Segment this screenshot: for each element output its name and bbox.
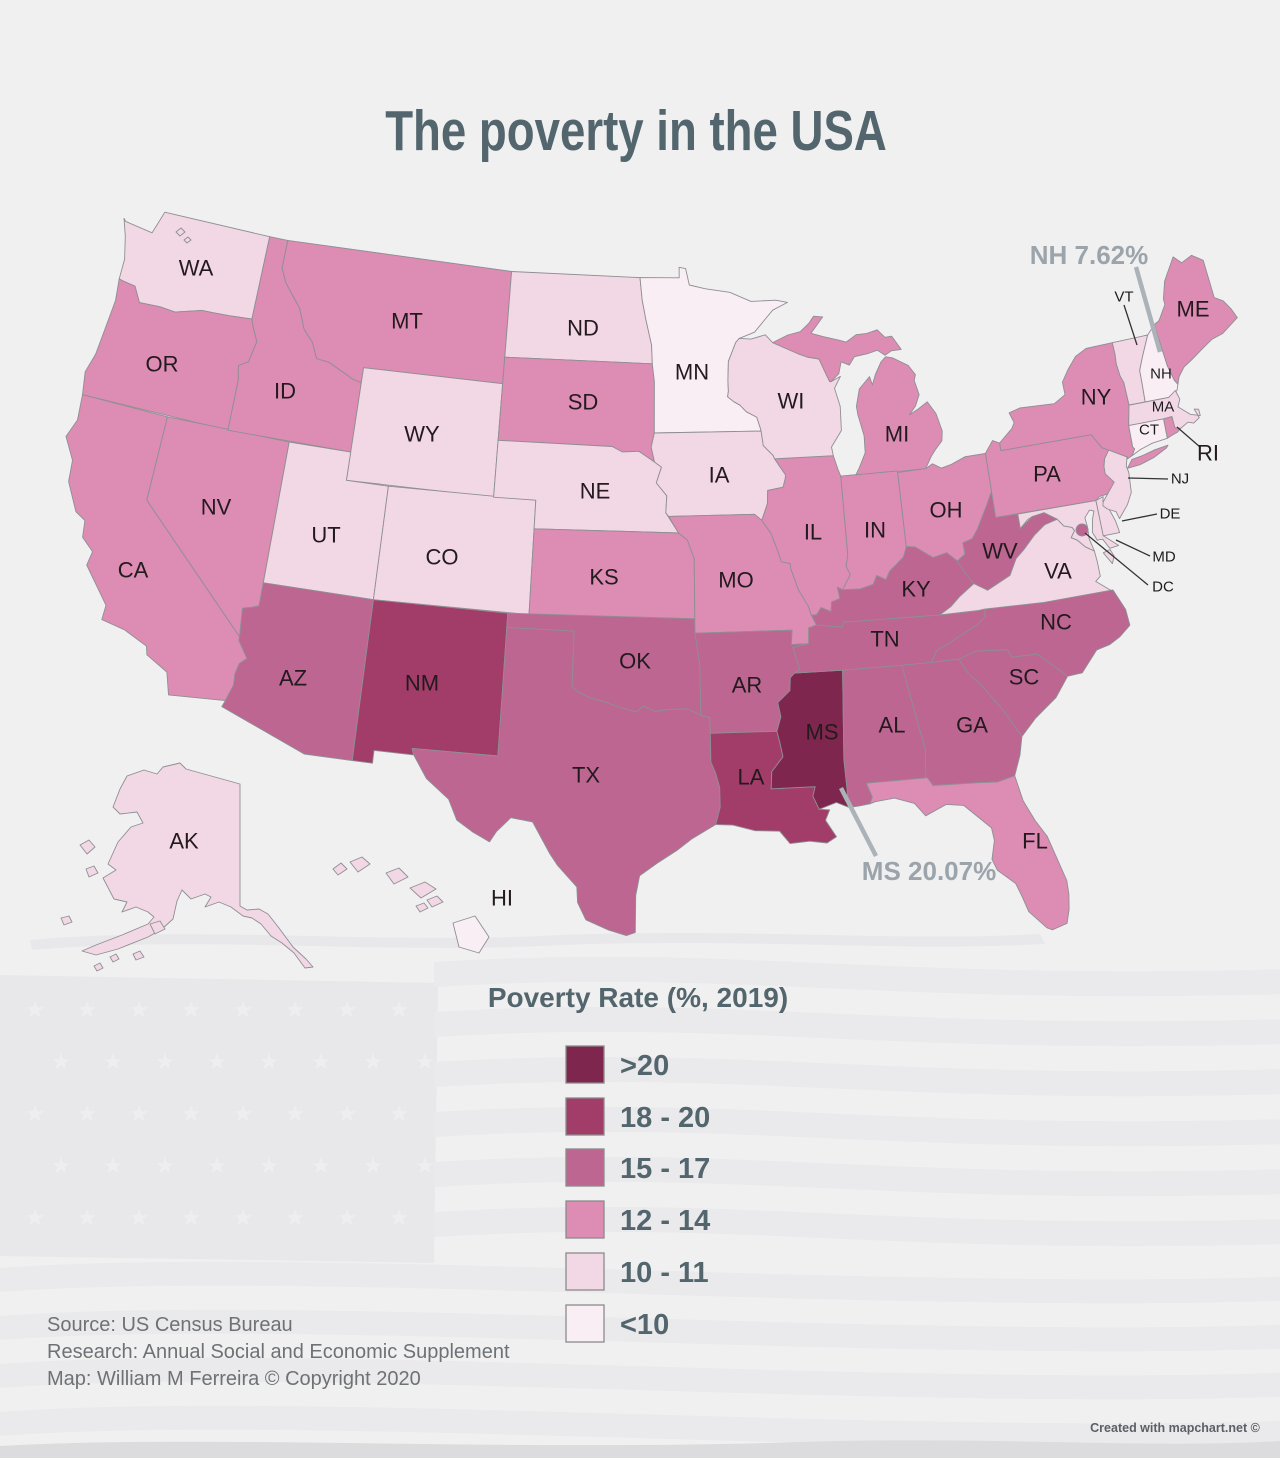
svg-text:FL: FL (1022, 829, 1048, 854)
svg-text:10 - 11: 10 - 11 (620, 1257, 709, 1289)
svg-text:DE: DE (1160, 506, 1181, 523)
svg-text:TN: TN (870, 627, 899, 652)
svg-text:MS 20.07%: MS 20.07% (862, 856, 996, 886)
svg-text:MN: MN (675, 360, 709, 385)
svg-text:ME: ME (1177, 297, 1210, 322)
svg-text:UT: UT (311, 523, 340, 548)
svg-text:<10: <10 (620, 1309, 669, 1341)
svg-text:KY: KY (901, 577, 931, 602)
svg-text:SD: SD (568, 390, 599, 415)
svg-text:OH: OH (930, 498, 963, 523)
svg-text:CT: CT (1139, 422, 1159, 439)
svg-text:VA: VA (1044, 559, 1072, 584)
svg-text:Created with mapchart.net ©: Created with mapchart.net © (1090, 1421, 1260, 1435)
svg-text:SC: SC (1009, 665, 1040, 690)
svg-text:LA: LA (738, 765, 765, 790)
svg-text:CA: CA (118, 558, 149, 583)
svg-text:>20: >20 (620, 1050, 669, 1082)
svg-text:AZ: AZ (279, 666, 307, 691)
svg-text:MA: MA (1152, 399, 1175, 416)
svg-text:PA: PA (1033, 462, 1061, 487)
svg-text:WA: WA (179, 256, 214, 281)
svg-text:NE: NE (580, 479, 611, 504)
svg-text:AR: AR (732, 673, 763, 698)
svg-text:Poverty Rate (%, 2019): Poverty Rate (%, 2019) (488, 982, 788, 1013)
svg-text:Source: US Census Bureau: Source: US Census Bureau (47, 1314, 293, 1336)
svg-text:AL: AL (879, 713, 906, 738)
svg-text:WI: WI (778, 389, 805, 414)
svg-text:MO: MO (718, 568, 753, 593)
svg-text:Research: Annual Social and Ec: Research: Annual Social and Economic Sup… (47, 1341, 510, 1363)
svg-text:NC: NC (1040, 610, 1072, 635)
svg-text:WV: WV (982, 539, 1018, 564)
svg-text:MT: MT (391, 309, 423, 334)
svg-text:KS: KS (589, 565, 618, 590)
svg-text:NH 7.62%: NH 7.62% (1030, 240, 1149, 270)
svg-text:CO: CO (426, 545, 459, 570)
svg-text:NJ: NJ (1171, 471, 1189, 488)
svg-text:IN: IN (864, 518, 886, 543)
svg-text:ND: ND (567, 316, 599, 341)
svg-text:NM: NM (405, 671, 439, 696)
svg-text:Map: William M Ferreira © Copy: Map: William M Ferreira © Copyright 2020 (47, 1368, 421, 1390)
svg-text:VT: VT (1114, 289, 1133, 306)
svg-text:WY: WY (404, 422, 440, 447)
svg-text:MD: MD (1152, 549, 1175, 566)
svg-text:AK: AK (169, 829, 199, 854)
svg-text:RI: RI (1197, 441, 1219, 466)
svg-text:MI: MI (885, 422, 909, 447)
svg-text:MS: MS (806, 720, 839, 745)
svg-text:OK: OK (619, 649, 651, 674)
svg-text:ID: ID (274, 379, 296, 404)
svg-text:IL: IL (804, 520, 822, 545)
svg-text:IA: IA (709, 463, 730, 488)
svg-text:DC: DC (1152, 579, 1174, 596)
svg-text:The poverty in the USA: The poverty in the USA (385, 98, 887, 162)
svg-text:12 - 14: 12 - 14 (620, 1205, 710, 1237)
svg-text:TX: TX (572, 763, 600, 788)
svg-text:15 - 17: 15 - 17 (620, 1153, 710, 1185)
svg-text:GA: GA (956, 713, 988, 738)
svg-text:NH: NH (1150, 366, 1172, 383)
svg-text:OR: OR (146, 352, 179, 377)
svg-text:NV: NV (201, 495, 232, 520)
svg-text:HI: HI (491, 886, 513, 911)
svg-text:18 - 20: 18 - 20 (620, 1102, 710, 1134)
svg-text:NY: NY (1081, 385, 1112, 410)
